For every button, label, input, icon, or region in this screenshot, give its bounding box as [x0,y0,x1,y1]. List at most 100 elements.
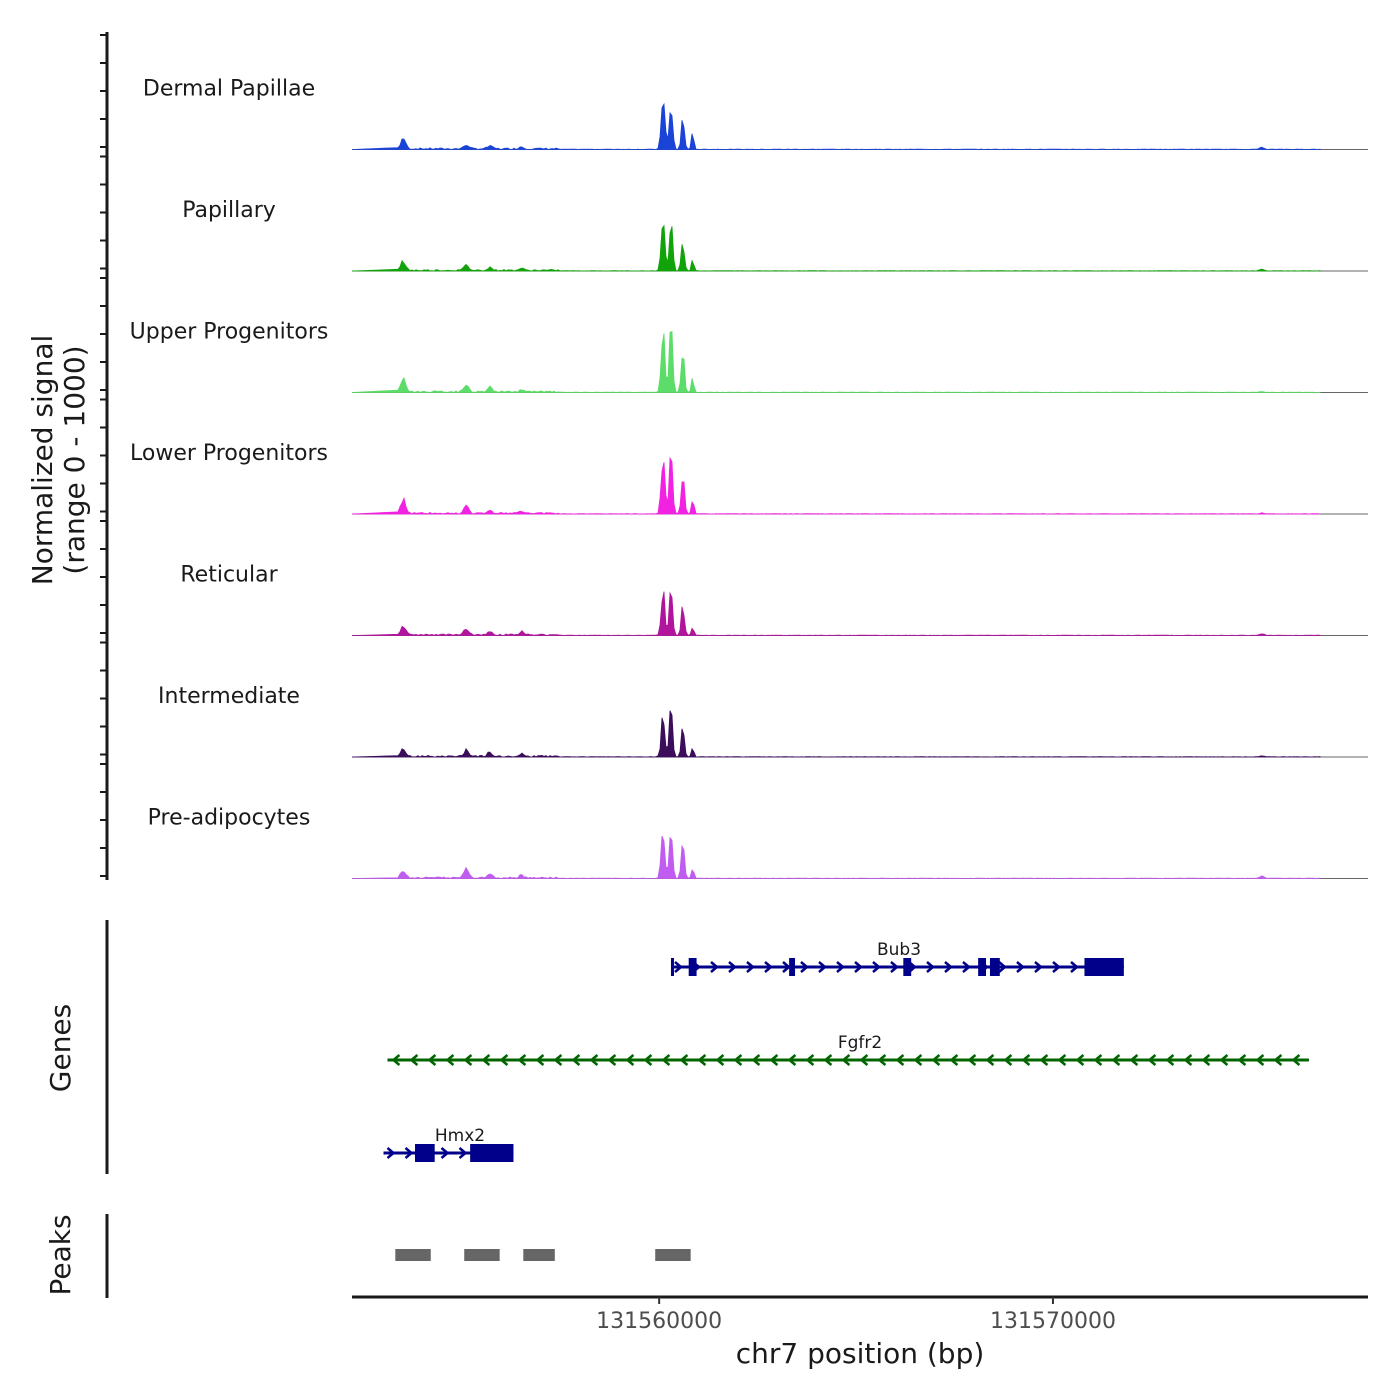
strand-chevron [1111,1054,1121,1066]
strand-chevron [1093,1054,1103,1066]
exon [670,958,674,976]
exon [789,958,796,976]
strand-chevron [1003,1054,1013,1066]
peaks-panel-label: Peaks [44,1214,77,1295]
strand-chevron [661,1054,671,1066]
strand-chevron [607,1054,617,1066]
strand-chevron [764,961,773,973]
strand-chevron [1075,1054,1085,1066]
strand-chevron [1070,961,1079,973]
track-label: Papillary [182,198,276,223]
peak-region [655,1249,691,1261]
peaks-panel [105,1214,691,1298]
coverage-area-up [351,330,1321,394]
strand-chevron [458,1147,468,1159]
exon [415,1144,435,1162]
peak-region [523,1249,555,1261]
y-axis-title-line2: (range 0 - 1000) [58,345,91,574]
strand-chevron [481,1054,491,1066]
coverage-area-dp [351,102,1321,150]
strand-chevron [715,1054,725,1066]
strand-chevron [386,1147,396,1159]
strand-chevron [913,1054,923,1066]
track-label: Intermediate [158,684,300,709]
track-pap: Papillary [182,198,1368,272]
strand-chevron [746,961,755,973]
strand-chevron [535,1054,545,1066]
strand-chevron [1052,961,1061,973]
strand-chevron [800,961,809,973]
strand-chevron [643,1054,653,1066]
strand-chevron [859,1054,869,1066]
x-tick-label: 131560000 [596,1309,722,1334]
track-label: Pre-adipocytes [148,806,311,831]
strand-chevron [1016,961,1025,973]
strand-chevron [1165,1054,1175,1066]
gene-name: Bub3 [877,940,921,960]
strand-chevron [841,1054,851,1066]
x-tick-label: 131570000 [990,1309,1116,1334]
gene-name: Fgfr2 [838,1033,882,1053]
strand-chevron [409,1054,419,1066]
exon [1084,958,1124,976]
strand-chevron [782,961,791,973]
exon [989,958,1000,976]
strand-chevron [1237,1054,1247,1066]
strand-chevron [728,961,737,973]
strand-chevron [944,961,953,973]
track-pre: Pre-adipocytes [148,806,1368,879]
x-axis-title: chr7 position (bp) [736,1337,985,1370]
strand-chevron [877,1054,887,1066]
strand-chevron [499,1054,509,1066]
strand-chevron [679,1054,689,1066]
strand-chevron [404,1147,414,1159]
gene-hmx2: Hmx2 [383,1126,514,1162]
strand-chevron [1255,1054,1265,1066]
strand-chevron [872,961,881,973]
coverage-area-lp [351,456,1321,515]
strand-chevron [926,961,935,973]
gene-bub3: Bub3 [670,940,1124,976]
track-dp: Dermal Papillae [143,77,1368,150]
strand-chevron [967,1054,977,1066]
strand-chevron [818,961,827,973]
peak-region [464,1249,500,1261]
strand-chevron [463,1054,473,1066]
exon [470,1144,514,1162]
strand-chevron [985,1054,995,1066]
coverage-y-axis [100,32,109,880]
y-axis-title-line1: Normalized signal [26,335,59,586]
strand-chevron [733,1054,743,1066]
strand-chevron [427,1054,437,1066]
track-label: Dermal Papillae [143,77,315,102]
strand-chevron [625,1054,635,1066]
strand-chevron [998,961,1007,973]
strand-chevron [823,1054,833,1066]
exon [903,958,912,976]
strand-chevron [1147,1054,1157,1066]
exon [688,958,697,976]
strand-chevron [931,1054,941,1066]
strand-chevron [769,1054,779,1066]
genes-panel: Bub3 Fgfr2 Hmx2 [105,920,1309,1174]
strand-chevron [836,961,845,973]
strand-chevron [890,961,899,973]
track-lp: Lower Progenitors [130,441,1368,515]
track-ret: Reticular [180,563,1368,636]
strand-chevron [697,1054,707,1066]
strand-chevron [962,961,971,973]
strand-chevron [589,1054,599,1066]
strand-chevron [1021,1054,1031,1066]
strand-chevron [571,1054,581,1066]
strand-chevron [1034,961,1043,973]
track-label: Lower Progenitors [130,441,328,466]
strand-chevron [553,1054,563,1066]
strand-chevron [805,1054,815,1066]
coverage-area-int [351,710,1321,758]
gene-name: Hmx2 [435,1126,485,1146]
exon [978,958,987,976]
strand-chevron [1183,1054,1193,1066]
strand-chevron [1201,1054,1211,1066]
coverage-area-pap [351,224,1321,272]
